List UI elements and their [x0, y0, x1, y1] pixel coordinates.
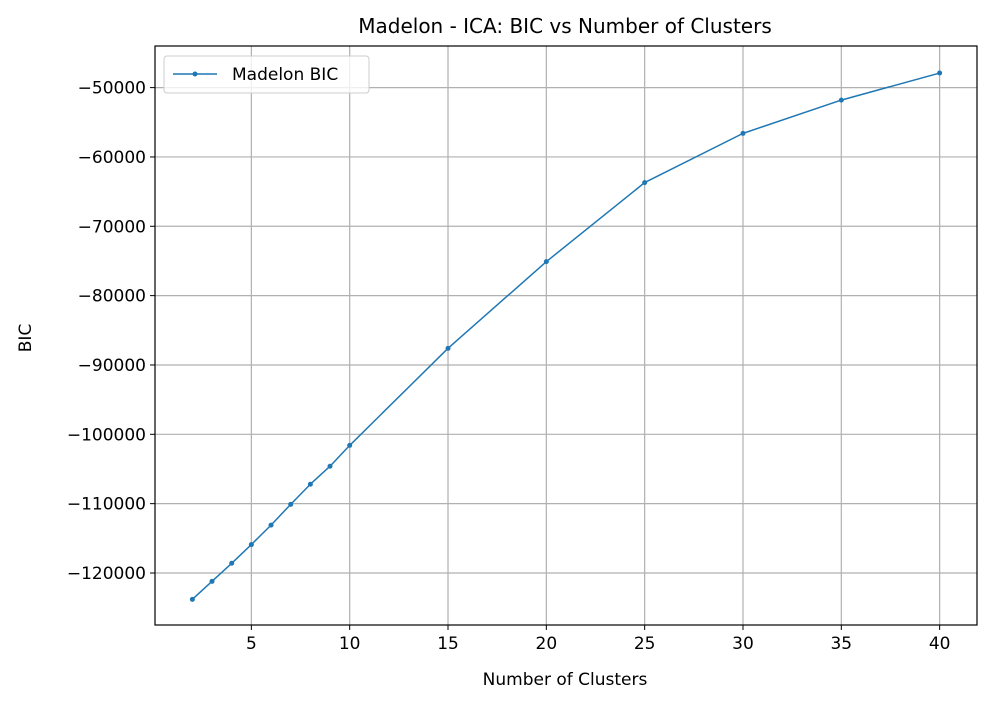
- data-point: [347, 442, 353, 448]
- data-point: [229, 560, 235, 566]
- y-tick-label: −110000: [67, 495, 146, 515]
- series-layer: [189, 70, 943, 602]
- plot-frame: [154, 45, 978, 626]
- x-tick-label: 25: [634, 634, 656, 654]
- grid-layer: [155, 46, 977, 625]
- y-axis-label: BIC: [16, 324, 36, 353]
- tick-layer: 5 10 15 20 25 30 35 40 −120000 −110000 −100000 −900…: [67, 79, 951, 654]
- legend-label: Madelon BIC: [232, 65, 338, 85]
- y-tick-label: −120000: [67, 564, 146, 584]
- data-point: [937, 70, 943, 76]
- x-axis-label: Number of Clusters: [483, 670, 648, 690]
- data-point: [327, 463, 333, 469]
- x-tick-label: 40: [929, 634, 951, 654]
- legend-box: [163, 55, 370, 94]
- data-point: [209, 578, 215, 584]
- chart-title: Madelon - ICA: BIC vs Number of Clusters: [358, 14, 772, 38]
- y-tick-label: −90000: [78, 356, 146, 376]
- y-tick-label: −100000: [67, 425, 146, 445]
- y-tick-label: −50000: [78, 79, 146, 99]
- y-tick-label: −60000: [78, 148, 146, 168]
- data-point: [740, 130, 746, 136]
- x-tick-label: 20: [536, 634, 558, 654]
- legend-marker-swatch: [192, 71, 198, 77]
- y-tick-label: −80000: [78, 287, 146, 307]
- x-tick-label: 35: [830, 634, 852, 654]
- data-point: [543, 259, 549, 265]
- data-point: [307, 481, 313, 487]
- data-point: [642, 180, 648, 186]
- data-point: [248, 542, 254, 548]
- data-point: [268, 522, 274, 528]
- x-tick-label: 5: [246, 634, 257, 654]
- data-point: [838, 97, 844, 103]
- legend: Madelon BIC: [163, 55, 370, 94]
- x-tick-label: 15: [437, 634, 459, 654]
- data-point: [445, 345, 451, 351]
- data-point: [189, 596, 195, 602]
- x-tick-label: 10: [339, 634, 361, 654]
- x-tick-label: 30: [732, 634, 754, 654]
- y-tick-label: −70000: [78, 217, 146, 237]
- data-point: [288, 501, 294, 507]
